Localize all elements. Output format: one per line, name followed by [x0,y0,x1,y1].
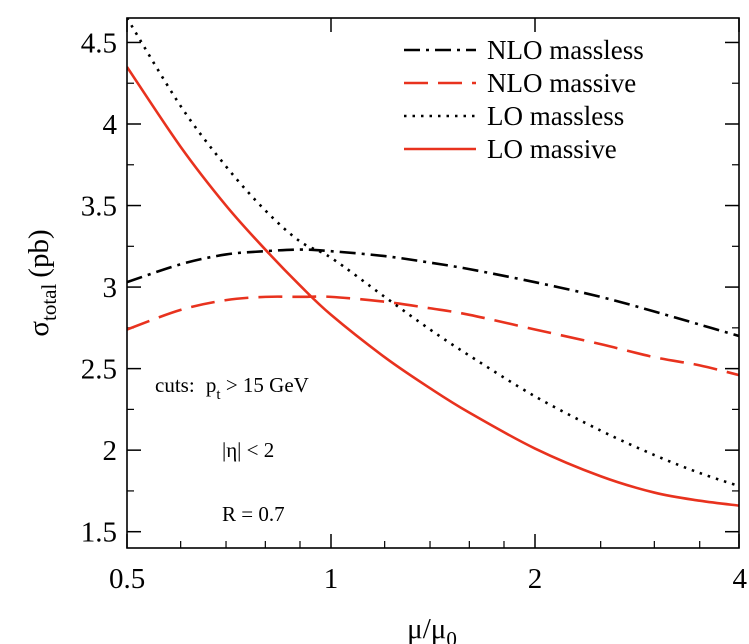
series-layer [127,18,739,507]
y-tick-label: 2 [103,435,118,467]
plot-frame [126,17,740,549]
x-tick-label: 1 [324,563,339,595]
y-tick-label: 3 [103,272,118,304]
annotation-block: cuts: pt > 15 GeV |η| < 2 R = 0.7 [155,373,309,526]
y-tick-label: 4 [103,109,118,141]
legend-label: NLO massless [487,35,644,65]
y-tick-label: 4.5 [81,27,117,59]
legend-label: NLO massive [487,68,636,98]
y-tick-label: 2.5 [81,354,117,386]
legend-label: LO massive [487,134,617,164]
x-tick-label: 2 [528,563,543,595]
annotation-eta: |η| < 2 [222,438,274,462]
y-axis-label: σtotal(pb) [23,229,61,336]
series-line-lo-massive [127,66,739,507]
y-tick-label: 1.5 [81,517,117,549]
annotation-r: R = 0.7 [222,502,285,526]
legend-label: LO massless [487,101,624,131]
series-line-lo-massless [127,18,739,488]
series-line-nlo-massless [127,248,739,338]
series-line-nlo-massive [127,295,739,377]
x-axis-label: μ/μ0 [407,613,457,644]
y-tick-label: 3.5 [81,191,117,223]
x-tick-label: 4 [733,563,748,595]
annotation-cuts: cuts: pt > 15 GeV [155,373,309,403]
x-tick-label: 0.5 [109,563,145,595]
